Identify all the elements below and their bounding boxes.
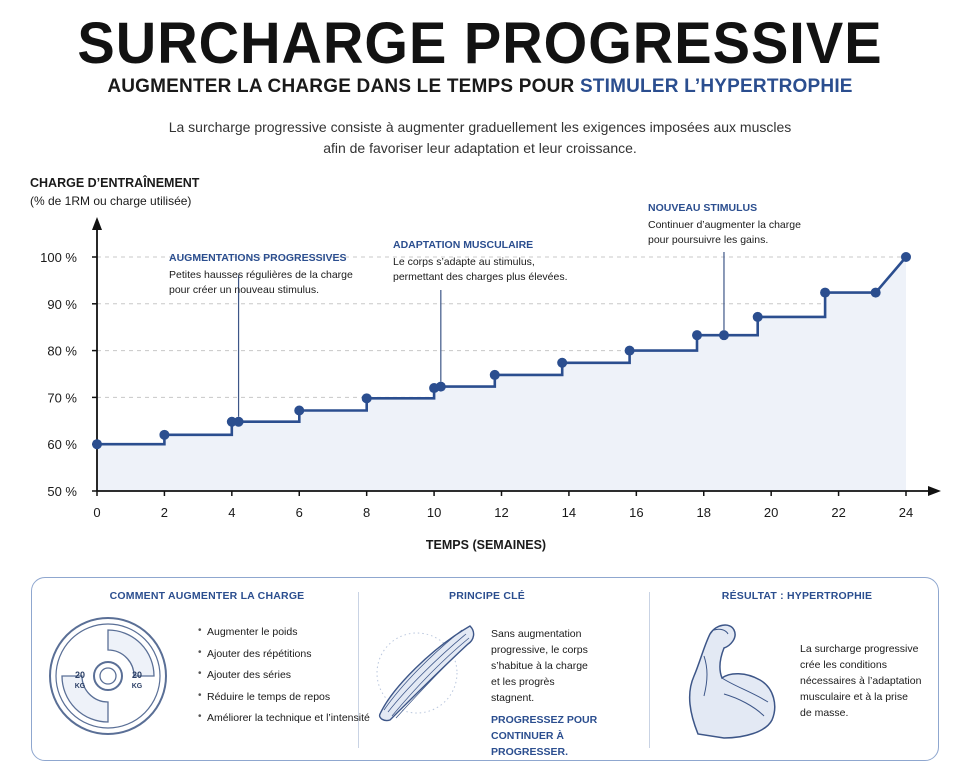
plate-label-left-1: 20 [75, 670, 85, 680]
x-tick-label: 10 [427, 505, 441, 520]
y-axis-title: CHARGE D’ENTRAÎNEMENT [30, 175, 200, 190]
data-points [92, 252, 911, 450]
principle-line-5: stagnent. [491, 692, 535, 704]
data-point [159, 429, 170, 440]
data-point [294, 405, 305, 416]
result-heading: RÉSULTAT : HYPERTROPHIE [721, 590, 873, 602]
principle-text: Sans augmentation progressive, le corps … [491, 626, 621, 706]
data-point [901, 252, 911, 262]
annotation-texts: AUGMENTATIONS PROGRESSIVES Petites hausse… [169, 202, 801, 296]
data-point [489, 369, 500, 380]
y-axis-arrow [92, 217, 102, 230]
data-point [233, 416, 244, 427]
intro-text: La surcharge progressive consiste à augm… [150, 117, 810, 159]
intro-line-2: afin de favoriser leur adaptation et leu… [323, 140, 637, 156]
list-item: Ajouter des répétitions [198, 647, 370, 670]
axes [92, 217, 941, 496]
x-tick-label: 6 [296, 505, 303, 520]
principle-callout: PROGRESSEZ POUR CONTINUER À PROGRESSER. [491, 712, 631, 760]
data-point [557, 357, 568, 368]
result-line-1: La surcharge progressive [800, 643, 919, 655]
annotation-text: pour créer un nouveau stimulus. [169, 284, 319, 296]
list-item: Augmenter le poids [198, 625, 370, 648]
page-title: SURCHARGE PROGRESSIVE [77, 9, 883, 76]
annotation-text: permettant des charges plus élevées. [393, 271, 568, 283]
list-item: Ajouter des séries [198, 668, 370, 691]
data-point [624, 345, 635, 356]
result-line-2: crée les conditions [800, 659, 887, 671]
x-tick-label: 2 [161, 505, 168, 520]
data-point [718, 330, 729, 341]
intro-line-1: La surcharge progressive consiste à augm… [168, 119, 792, 135]
y-tick-label: 70 % [47, 390, 77, 405]
data-point [752, 311, 763, 322]
result-line-3: nécessaires à l’adaptation [800, 675, 922, 687]
annotation-title: NOUVEAU STIMULUS [648, 202, 757, 214]
principle-callout-line-1: PROGRESSEZ POUR [491, 714, 598, 726]
list-item: Améliorer la technique et l’intensité [198, 711, 370, 734]
page-subtitle: AUGMENTER LA CHARGE DANS LE TEMPS POUR S… [0, 76, 960, 98]
x-tick-label: 14 [562, 505, 576, 520]
how-list: Augmenter le poids Ajouter des répétitio… [198, 625, 370, 734]
x-tick-label: 12 [494, 505, 508, 520]
annotation-text: Continuer d’augmenter la charge [648, 219, 801, 231]
x-tick-label: 18 [697, 505, 711, 520]
subtitle-accent: STIMULER L’HYPERTROPHIE [579, 76, 853, 97]
annotation-text: Petites hausses régulières de la charge [169, 269, 353, 281]
y-tick-labels: 50 % 60 % 70 % 80 % 90 % 100 % [40, 250, 77, 499]
principle-line-3: s’habitue à la charge [491, 660, 588, 672]
weight-plate-icon: 20 KG 20 KG [49, 617, 167, 735]
info-panel: COMMENT AUGMENTER LA CHARGE 20 KG 20 KG … [31, 577, 939, 761]
x-axis-arrow [928, 486, 941, 496]
plate-label-right-1: 20 [132, 670, 142, 680]
y-tick-label: 50 % [47, 484, 77, 499]
data-point [92, 439, 102, 450]
list-item: Réduire le temps de repos [198, 690, 370, 713]
x-tick-label: 4 [228, 505, 235, 520]
data-point [820, 287, 831, 298]
principle-line-4: et les progrès [491, 676, 555, 688]
x-tick-label: 20 [764, 505, 778, 520]
data-point [692, 330, 703, 341]
x-tick-label: 8 [363, 505, 370, 520]
principle-callout-line-2: CONTINUER À PROGRESSER. [491, 730, 569, 758]
x-tick-label: 22 [831, 505, 845, 520]
how-heading: COMMENT AUGMENTER LA CHARGE [109, 590, 305, 602]
x-tick-label: 24 [899, 505, 913, 520]
x-tick-label: 16 [629, 505, 643, 520]
y-tick-label: 90 % [47, 297, 77, 312]
plate-label-right-2: KG [132, 683, 143, 690]
y-tick-label: 80 % [47, 344, 77, 359]
annotation-text: pour poursuivre les gains. [648, 234, 768, 246]
x-tick-labels: 0 2 4 6 8 10 12 14 16 18 20 22 24 [93, 505, 913, 520]
annotation-title: ADAPTATION MUSCULAIRE [393, 239, 533, 251]
result-line-5: de masse. [800, 707, 849, 719]
principle-line-1: Sans augmentation [491, 628, 582, 640]
data-point [870, 287, 881, 298]
y-tick-label: 60 % [47, 437, 77, 452]
annotation-text: Le corps s’adapte au stimulus, [393, 256, 535, 268]
area-under-curve [97, 257, 906, 491]
annotation-lines [237, 252, 725, 417]
annotation-title: AUGMENTATIONS PROGRESSIVES [169, 252, 347, 264]
progressive-overload-chart: 50 %60 %70 %80 %90 %100 % 0 2 4 6 8 10 12 14 16 1… [30, 175, 941, 552]
y-axis-subtitle: (% de 1RM ou charge utilisée) [30, 194, 191, 208]
panel-divider-2 [649, 592, 650, 748]
data-point [435, 381, 446, 392]
data-point [361, 393, 372, 404]
result-line-4: musculaire et à la prise [800, 691, 908, 703]
plate-label-left-2: KG [75, 683, 86, 690]
y-tick-label: 100 % [40, 250, 77, 265]
flexed-arm-icon [688, 624, 776, 739]
x-axis-title: TEMPS (SEMAINES) [426, 538, 546, 552]
subtitle-main: AUGMENTER LA CHARGE DANS LE TEMPS POUR [107, 76, 575, 97]
principle-line-2: progressive, le corps [491, 644, 588, 656]
muscle-fiber-icon [376, 625, 475, 722]
principle-heading: PRINCIPE CLÉ [449, 590, 525, 602]
x-tick-label: 0 [93, 505, 100, 520]
result-text: La surcharge progressive crée les condit… [800, 641, 930, 721]
